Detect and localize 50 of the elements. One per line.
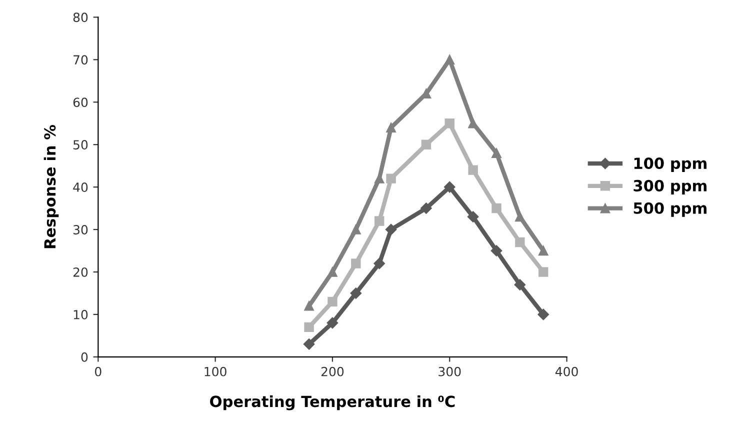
point xyxy=(420,202,432,214)
point xyxy=(515,237,525,248)
point xyxy=(351,258,361,268)
point xyxy=(538,246,548,256)
y-tick-label: 10 xyxy=(74,310,88,320)
point xyxy=(492,148,502,158)
y-tick-label: 20 xyxy=(73,267,88,277)
point xyxy=(304,301,314,311)
legend-label: 300 ppm xyxy=(634,180,706,194)
point xyxy=(468,118,478,128)
point xyxy=(538,308,549,320)
x-tick-label: 400 xyxy=(555,366,578,376)
point xyxy=(374,216,384,226)
y-tick-label: 30 xyxy=(73,224,88,234)
x-tick-label: 300 xyxy=(438,366,461,376)
y-axis-title: Response in % xyxy=(44,125,59,248)
point xyxy=(328,296,338,307)
point xyxy=(490,245,502,256)
legend-label: 500 ppm xyxy=(634,202,706,217)
legend-label: 100 ppm xyxy=(634,158,706,172)
point xyxy=(386,122,396,132)
point xyxy=(386,174,396,184)
point xyxy=(303,338,315,350)
point xyxy=(444,118,454,128)
y-tick-label: 70 xyxy=(74,55,88,65)
point xyxy=(444,54,454,65)
y-tick-label: 60 xyxy=(73,98,88,108)
y-tick-label: 50 xyxy=(73,140,88,150)
point xyxy=(328,267,338,277)
x-tick-label: 100 xyxy=(204,366,226,376)
y-tick-label: 40 xyxy=(73,182,88,192)
point xyxy=(492,203,502,214)
x-tick-label: 200 xyxy=(321,366,344,376)
point xyxy=(538,267,548,277)
point xyxy=(515,212,525,222)
x-tick-label: 0 xyxy=(95,366,102,376)
x-axis-title: Operating Temperature in ⁰C xyxy=(210,395,455,410)
point xyxy=(374,258,385,270)
y-tick-label: 80 xyxy=(73,12,88,22)
point xyxy=(350,288,362,299)
point xyxy=(468,165,478,175)
point xyxy=(444,181,456,193)
point xyxy=(385,224,397,236)
point xyxy=(351,224,361,234)
point xyxy=(304,322,314,332)
y-tick-label: 0 xyxy=(81,352,88,362)
point xyxy=(467,211,479,222)
point xyxy=(421,140,432,150)
point xyxy=(326,317,338,329)
point xyxy=(514,279,526,290)
